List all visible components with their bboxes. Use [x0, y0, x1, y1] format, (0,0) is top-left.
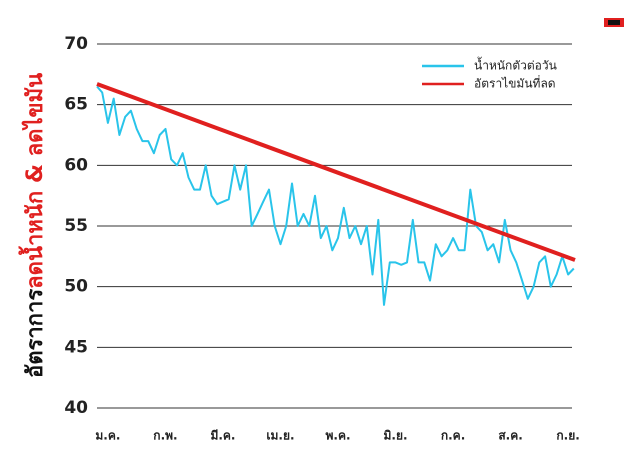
y-tick-label: 45: [64, 337, 88, 357]
line: [96, 85, 575, 306]
x-tick-label: ม.ค.: [95, 429, 120, 443]
y-tick-label: 40: [64, 398, 88, 418]
x-tick-label: เม.ย.: [266, 429, 294, 443]
y-axis-label: อัตราการลดน้ำหนัก & ลดไขมัน: [18, 73, 48, 378]
y-tick-label: 70: [64, 34, 88, 54]
x-tick-label: ก.ย.: [556, 429, 579, 443]
x-tick-label: ก.พ.: [153, 429, 177, 443]
x-tick-label: พ.ค.: [325, 429, 350, 443]
legend-label: อัตราไขมันที่ลด: [474, 75, 556, 91]
y-tick-label: 55: [64, 216, 88, 236]
y-tick-label: 65: [64, 95, 88, 115]
y-tick-label: 60: [64, 155, 88, 175]
legend-label: น้ำหนักตัวต่อวัน: [474, 57, 557, 73]
x-tick-label: ก.ค.: [441, 429, 465, 443]
x-tick-label: มี.ค.: [210, 429, 235, 443]
x-tick-label: มิ.ย.: [384, 429, 408, 443]
line: [96, 82, 576, 262]
y-label-part: ลดน้ำหนัก & ลดไขมัน: [18, 73, 48, 289]
logo: [604, 18, 624, 27]
x-tick-label: ส.ค.: [498, 429, 522, 443]
y-tick-label: 50: [64, 277, 88, 297]
y-label-part: อัตราการ: [23, 289, 48, 378]
